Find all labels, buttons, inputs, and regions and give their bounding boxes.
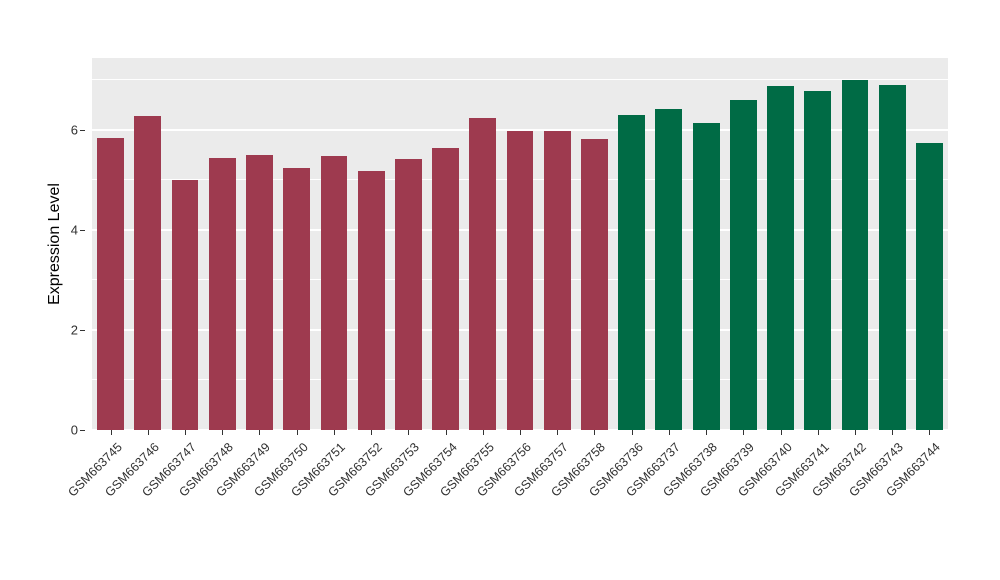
bar-slot [315, 58, 352, 430]
x-tick-mark [222, 430, 224, 435]
bar [97, 137, 124, 430]
gridline-minor [92, 79, 948, 80]
x-tick-mark [631, 430, 633, 435]
y-tick-label: 0 [70, 422, 78, 438]
x-tick-mark [445, 430, 447, 435]
bar [878, 85, 906, 430]
bar-slot [204, 58, 241, 430]
x-tick-mark [780, 430, 782, 435]
bar-slot [390, 58, 427, 430]
x-tick-mark [296, 430, 298, 435]
bar [618, 115, 646, 430]
bar-slot [688, 58, 725, 430]
y-tick-label: 6 [70, 122, 78, 138]
bar-slot [650, 58, 687, 430]
bar-slot [613, 58, 650, 430]
bar [692, 122, 720, 430]
bar-slot [427, 58, 464, 430]
y-tick-mark [80, 130, 85, 131]
bar-slot [501, 58, 538, 430]
bar [283, 167, 311, 430]
bar-slot [576, 58, 613, 430]
x-axis: GSM663745 GSM663746 GSM663747 GSM663748 GSM6… [65, 430, 948, 550]
bar [320, 156, 348, 430]
x-tick-mark [929, 430, 931, 435]
bar [134, 116, 162, 430]
bar [916, 142, 943, 430]
bar [357, 171, 385, 430]
bar-slot [539, 58, 576, 430]
bar-slot [353, 58, 390, 430]
y-tick-mark [80, 330, 85, 331]
bar [581, 139, 608, 430]
x-tick-mark [854, 430, 856, 435]
bar [767, 86, 794, 430]
bar [729, 100, 757, 430]
bar [804, 91, 832, 430]
bar-slot [278, 58, 315, 430]
bar-slot [836, 58, 873, 430]
bar [506, 131, 534, 430]
bars-container [92, 58, 948, 430]
x-tick-mark [259, 430, 261, 435]
plot-panel [92, 58, 948, 431]
bar-slot [92, 58, 129, 430]
bar [208, 157, 236, 430]
gridline-major [92, 129, 948, 131]
bar [841, 80, 869, 430]
bar-slot [241, 58, 278, 430]
y-tick-label: 4 [70, 222, 78, 238]
bar [543, 131, 571, 430]
x-tick-mark [706, 430, 708, 435]
y-tick-mark [80, 230, 85, 231]
x-tick-mark [482, 430, 484, 435]
x-tick-mark [594, 430, 596, 435]
bar-slot [874, 58, 911, 430]
bar [171, 180, 199, 430]
y-tick-label: 2 [70, 322, 78, 338]
y-axis: 0 2 4 6 [0, 58, 92, 438]
x-tick-mark [333, 430, 335, 435]
bar-slot [464, 58, 501, 430]
bar-slot [129, 58, 166, 430]
x-tick-mark [892, 430, 894, 435]
bar [469, 117, 497, 430]
x-tick-mark [371, 430, 373, 435]
bar-slot [166, 58, 203, 430]
x-tick-mark [408, 430, 410, 435]
bar [432, 147, 459, 430]
x-tick-mark [185, 430, 187, 435]
x-tick-mark [520, 430, 521, 435]
bar [246, 155, 273, 430]
x-tick-mark [668, 430, 670, 435]
bar-slot [725, 58, 762, 430]
bar [655, 109, 683, 430]
bar-slot [911, 58, 948, 430]
bar-slot [799, 58, 836, 430]
x-tick-mark [110, 430, 112, 435]
x-tick-mark [743, 430, 745, 435]
x-tick-mark [817, 430, 819, 435]
x-tick-mark [557, 430, 559, 435]
bar-slot [762, 58, 799, 430]
x-tick-mark [147, 430, 149, 435]
bar [394, 159, 422, 430]
y-tick-mark [80, 430, 85, 431]
